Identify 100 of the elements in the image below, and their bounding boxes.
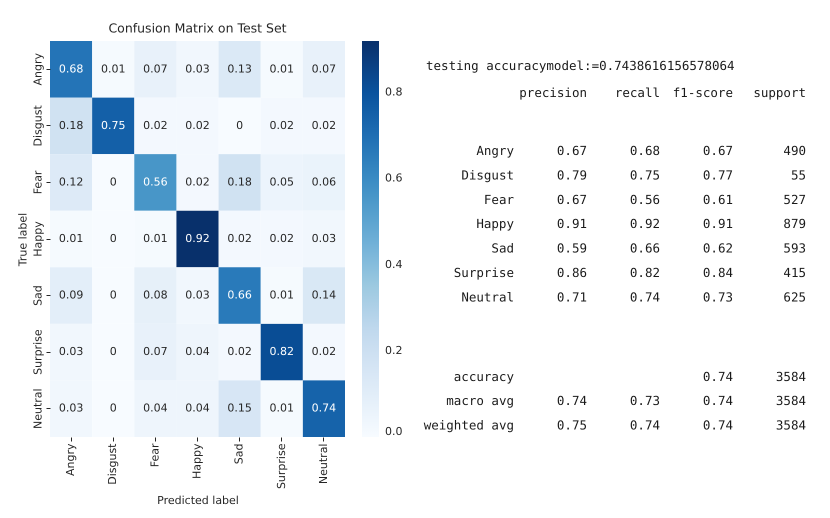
category-label: Disgust — [461, 167, 514, 182]
category-label: support — [753, 85, 806, 100]
data-label: 0.01 — [270, 62, 294, 76]
data-label: 0 — [110, 345, 117, 358]
category-label: weighted avg — [424, 418, 514, 433]
data-label: 0.74 — [312, 402, 336, 415]
data-label: 0.02 — [227, 345, 252, 358]
data-label: 0.82 — [270, 345, 294, 358]
data-label: 0.04 — [143, 402, 168, 415]
data-label: 0.92 — [185, 232, 210, 245]
data-label: 0.01 — [100, 62, 126, 76]
data-label: 0.01 — [58, 232, 84, 245]
text: 0.79 — [556, 167, 587, 182]
data-label: 0.04 — [185, 402, 210, 415]
data-label: 0.02 — [227, 232, 252, 245]
data-label: 0.04 — [185, 345, 210, 358]
text: 0.75 — [556, 418, 587, 433]
text: 0.75 — [630, 167, 660, 182]
text: 0.84 — [702, 265, 733, 280]
x-tick-label: Sad — [232, 444, 246, 464]
color-bar-label: 0.8 — [385, 86, 402, 99]
category-label: precision — [519, 85, 587, 100]
data-label: 0.03 — [312, 232, 336, 245]
text: 0.66 — [630, 240, 660, 256]
x-axis-title: Predicted label — [157, 494, 239, 508]
text: 0.92 — [630, 216, 660, 232]
category-label: Neutral — [461, 289, 514, 304]
text: 3584 — [776, 368, 806, 384]
data-label: 0.03 — [185, 288, 210, 302]
category-label: f1-score — [672, 85, 733, 100]
y-tick-label: Angry — [32, 52, 44, 86]
data-label: 0.07 — [143, 62, 168, 76]
data-label: 0.02 — [143, 118, 168, 132]
x-tick-label: Fear — [148, 443, 162, 468]
category-label: Happy — [476, 216, 514, 232]
x-tick-label: Neutral — [316, 444, 330, 484]
x-tick-label: Angry — [64, 443, 78, 476]
x-tick-label: Surprise — [274, 443, 288, 490]
text: 0.74 — [702, 418, 733, 433]
y-axis-title: True label — [16, 212, 30, 268]
category-label: Sad — [491, 240, 514, 256]
category-label: Angry — [476, 143, 514, 158]
category-label: recall — [614, 85, 660, 100]
data-label: 0.02 — [270, 118, 294, 132]
text: 0.86 — [556, 265, 587, 280]
data-label: 0 — [110, 402, 117, 415]
text: 415 — [783, 265, 806, 280]
category-label: macro avg — [446, 393, 514, 408]
data-label: 0.56 — [143, 175, 168, 188]
text: 3584 — [776, 393, 806, 408]
text: 0.73 — [630, 393, 660, 408]
y-tick-label: Surprise — [32, 329, 44, 375]
text: testing accuracymodel:=0.7438616156578064 — [426, 58, 735, 73]
text: 593 — [783, 240, 806, 256]
data-label: 0.03 — [58, 402, 84, 415]
data-label: 0 — [110, 175, 117, 188]
chart-title: Confusion Matrix on Test Set — [108, 20, 287, 36]
text: 0.62 — [702, 240, 733, 256]
data-label: 0.01 — [270, 402, 294, 415]
y-tick-label: Sad — [32, 285, 44, 306]
text: 0.74 — [556, 393, 587, 408]
data-label: 0.02 — [185, 175, 210, 188]
x-tick-label: Disgust — [106, 442, 120, 485]
y-tick-label: Happy — [32, 220, 44, 257]
data-label: 0.02 — [185, 118, 210, 132]
text: 490 — [783, 143, 806, 158]
data-label: 0.14 — [312, 288, 336, 302]
category-label: accuracy — [454, 368, 514, 384]
text: 0.71 — [556, 289, 587, 304]
data-label: 0.05 — [270, 175, 294, 188]
data-label: 0.68 — [58, 62, 84, 76]
data-label: 0.09 — [58, 288, 84, 302]
data-label: 0.12 — [58, 175, 84, 188]
data-label: 0.13 — [227, 62, 252, 76]
text: 0.74 — [702, 368, 733, 384]
text: 0.73 — [702, 289, 733, 304]
text: 0.77 — [702, 167, 733, 182]
y-tick-label: Fear — [32, 170, 44, 194]
color-bar-label: 0.6 — [385, 172, 402, 185]
y-tick-label: Neutral — [32, 388, 44, 430]
data-label: 0.18 — [227, 175, 252, 188]
text: 0.67 — [702, 143, 733, 158]
x-tick-label: Happy — [190, 443, 204, 479]
data-label: 0.75 — [100, 118, 126, 132]
text: 0.61 — [702, 192, 733, 207]
data-label: 0.02 — [312, 345, 336, 358]
data-label: 0.66 — [227, 288, 252, 302]
text: 0.91 — [556, 216, 587, 232]
category-label: Surprise — [454, 265, 514, 280]
data-label: 0 — [110, 288, 117, 302]
data-label: 0.02 — [270, 232, 294, 245]
data-label: 0.02 — [312, 118, 336, 132]
color-bar-label: 0.0 — [385, 425, 402, 438]
text: 3584 — [776, 418, 806, 433]
data-label: 0.06 — [312, 175, 336, 188]
data-label: 0.03 — [185, 62, 210, 76]
text: 879 — [783, 216, 806, 232]
text: 0.67 — [556, 192, 587, 207]
text: 55 — [790, 167, 806, 182]
color-bar-label: 0.4 — [385, 258, 402, 271]
